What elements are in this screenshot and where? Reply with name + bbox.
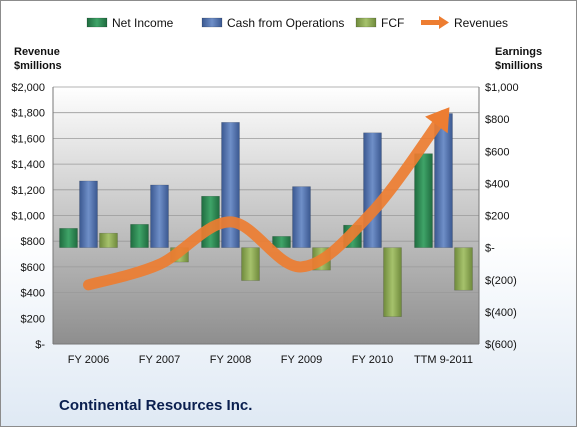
left-tick-label: $1,800 (11, 108, 45, 120)
x-tick-label: FY 2007 (139, 354, 180, 366)
x-tick-label: TTM 9-2011 (414, 354, 473, 366)
legend-label-fcf: FCF (381, 16, 404, 30)
right-tick-label: $400 (485, 178, 509, 190)
bar-cash-from-operations-fy-2006 (80, 181, 98, 248)
legend-label-net-income: Net Income (112, 16, 174, 30)
legend-swatch-net-income (87, 18, 107, 27)
right-tick-label: $1,000 (485, 82, 519, 94)
bar-fcf-fy-2006 (100, 233, 118, 247)
right-tick-label: $600 (485, 146, 509, 158)
left-tick-label: $1,400 (11, 159, 45, 171)
bar-fcf-fy-2008 (242, 248, 260, 281)
bar-net-income-fy-2006 (60, 228, 78, 247)
bar-net-income-fy-2009 (273, 236, 291, 247)
left-tick-label: $2,000 (11, 82, 45, 94)
legend-label-cash-from-operations: Cash from Operations (227, 16, 344, 30)
bar-cash-from-operations-fy-2009 (293, 187, 311, 248)
right-tick-label: $(200) (485, 275, 517, 287)
left-tick-label: $400 (21, 288, 45, 300)
left-tick-label: $800 (21, 236, 45, 248)
left-tick-label: $1,200 (11, 185, 45, 197)
left-tick-label: $1,000 (11, 211, 45, 223)
legend-arrow-revenues (439, 16, 449, 29)
right-tick-label: $(600) (485, 339, 517, 351)
bar-fcf-ttm-9-2011 (455, 248, 473, 291)
bar-cash-from-operations-fy-2010 (364, 133, 382, 248)
left-tick-label: $- (35, 339, 45, 351)
bar-cash-from-operations-fy-2007 (151, 185, 169, 248)
left-axis-title: Revenue $millions (14, 45, 62, 73)
left-tick-label: $200 (21, 313, 45, 325)
bar-net-income-ttm-9-2011 (415, 154, 433, 248)
bar-fcf-fy-2010 (384, 248, 402, 317)
bar-net-income-fy-2007 (131, 224, 149, 247)
legend-swatch-fcf (356, 18, 376, 27)
legend-swatch-cash-from-operations (202, 18, 222, 27)
legend-label-revenues: Revenues (454, 16, 508, 30)
x-tick-label: FY 2009 (281, 354, 322, 366)
x-tick-label: FY 2010 (352, 354, 393, 366)
right-tick-label: $200 (485, 211, 509, 223)
right-axis-title: Earnings $millions (495, 45, 543, 73)
x-tick-label: FY 2008 (210, 354, 251, 366)
right-tick-label: $- (485, 243, 495, 255)
company-title: Continental Resources Inc. (59, 397, 252, 414)
legend: Net Income Cash from Operations FCF Revenue… (87, 16, 508, 30)
x-tick-label: FY 2006 (68, 354, 109, 366)
right-tick-label: $800 (485, 114, 509, 126)
right-tick-label: $(400) (485, 307, 517, 319)
left-tick-label: $600 (21, 262, 45, 274)
left-tick-label: $1,600 (11, 133, 45, 145)
